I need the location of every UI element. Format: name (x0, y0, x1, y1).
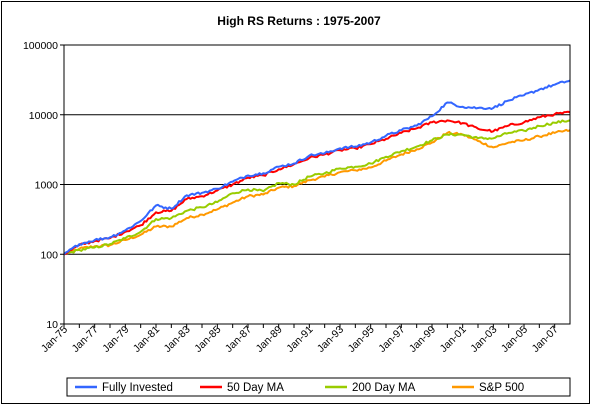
x-tick-label: Jan-07 (530, 324, 561, 355)
y-tick-label: 100000 (23, 40, 58, 52)
x-tick-label: Jan-89 (254, 324, 285, 355)
legend-items: Fully Invested 50 Day MA 200 Day MA S&P 500 (75, 382, 524, 394)
y-tick-label: 10000 (29, 110, 58, 122)
chart-title: High RS Returns : 1975-2007 (217, 14, 381, 28)
x-tick-label: Jan-03 (468, 324, 499, 355)
x-tick-label: Jan-97 (376, 324, 407, 355)
legend-label-1: 50 Day MA (227, 382, 284, 394)
legend-label-0: Fully Invested (102, 382, 173, 394)
x-tick-label: Jan-95 (346, 324, 377, 355)
x-tick-label: Jan-93 (315, 324, 346, 355)
legend-label-3: S&P 500 (479, 382, 524, 394)
y-tick-label: 10 (46, 319, 58, 331)
series-lines (63, 79, 571, 256)
series-line-2 (63, 119, 571, 256)
y-axis-ticks: 10 100 1000 10000 100000 (23, 40, 64, 331)
x-tick-label: Jan-87 (223, 324, 254, 355)
x-tick-label: Jan-79 (100, 324, 131, 355)
series-line-1 (63, 110, 571, 256)
series-line-3 (63, 128, 571, 256)
x-axis-ticks: Jan-75 Jan-77 Jan-79 Jan-81 Jan-83 Jan-85 Jan-… (39, 324, 561, 355)
y-tick-label: 100 (40, 249, 58, 261)
x-tick-label: Jan-99 (407, 324, 438, 355)
legend-label-2: 200 Day MA (352, 382, 416, 394)
x-tick-label: Jan-85 (192, 324, 223, 355)
legend (66, 377, 571, 397)
x-tick-label: Jan-05 (499, 324, 530, 355)
series-line-0 (63, 79, 571, 256)
x-tick-label: Jan-91 (284, 324, 315, 355)
y-tick-label: 1000 (35, 180, 59, 192)
x-tick-label: Jan-81 (131, 324, 162, 355)
x-tick-label: Jan-83 (162, 324, 193, 355)
x-tick-label: Jan-77 (70, 324, 101, 355)
gridlines (64, 114, 570, 255)
x-tick-label: Jan-01 (438, 324, 469, 355)
